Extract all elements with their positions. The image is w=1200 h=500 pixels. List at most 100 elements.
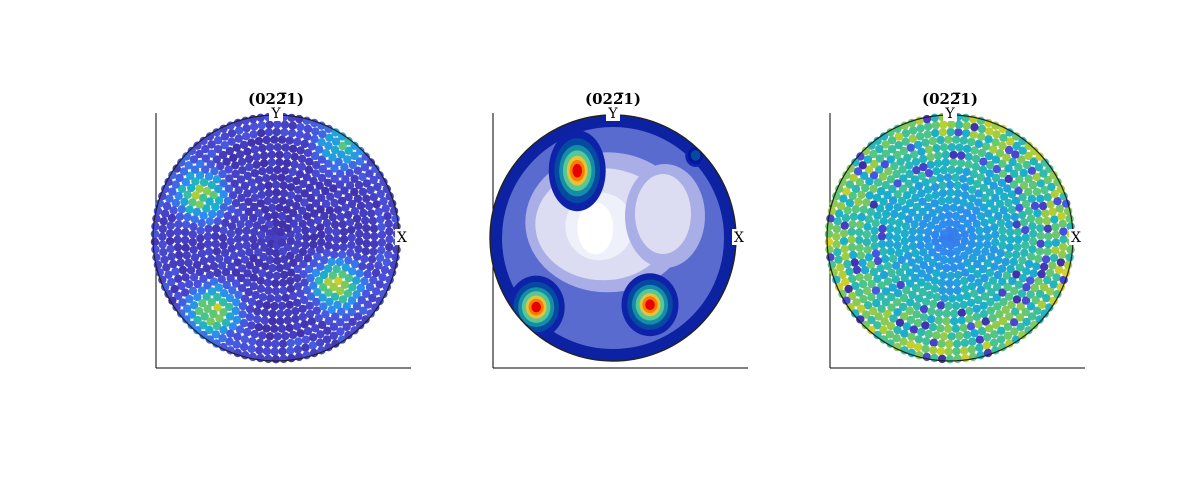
data-point <box>873 274 882 283</box>
data-point <box>332 227 341 237</box>
data-point <box>846 164 855 173</box>
data-point <box>353 194 363 203</box>
data-point <box>919 162 928 172</box>
data-point <box>344 193 353 202</box>
data-point <box>377 246 386 255</box>
data-point <box>219 203 228 212</box>
data-point <box>249 235 258 244</box>
data-point <box>893 342 902 352</box>
data-point <box>833 217 842 226</box>
data-point <box>979 309 989 319</box>
data-point <box>207 298 216 307</box>
data-point <box>376 189 385 199</box>
data-point <box>207 287 217 296</box>
data-point <box>961 354 970 363</box>
data-point <box>347 296 357 305</box>
data-point <box>336 212 345 222</box>
data-point <box>197 249 207 258</box>
data-point <box>166 244 175 254</box>
data-point <box>347 233 356 242</box>
data-point <box>883 277 893 286</box>
data-point <box>337 307 346 316</box>
data-point <box>242 226 251 236</box>
data-point <box>1002 213 1012 222</box>
data-point <box>913 318 923 328</box>
data-point <box>976 173 986 182</box>
data-point <box>877 232 887 241</box>
data-point <box>849 173 858 183</box>
data-point <box>891 261 901 270</box>
data-point <box>241 132 251 141</box>
data-point <box>165 194 174 203</box>
data-point <box>998 233 1008 243</box>
data-point <box>863 273 873 282</box>
data-point <box>367 209 376 218</box>
data-point <box>172 164 181 173</box>
data-point <box>273 294 283 303</box>
data-point <box>1001 305 1010 314</box>
data-point <box>219 241 228 250</box>
data-point <box>238 202 248 212</box>
data-point <box>310 151 320 161</box>
data-point <box>290 246 300 255</box>
data-point <box>991 238 1000 247</box>
data-point <box>263 278 273 287</box>
data-point <box>342 313 351 322</box>
data-point <box>185 205 194 214</box>
data-point <box>874 312 883 321</box>
data-point <box>273 165 282 175</box>
data-point <box>258 144 267 153</box>
data-point <box>1007 190 1017 199</box>
data-point <box>296 122 305 132</box>
data-point <box>1014 163 1023 172</box>
data-point <box>952 196 961 205</box>
data-point <box>317 138 326 147</box>
data-point <box>282 205 291 214</box>
data-point <box>234 290 243 300</box>
data-point <box>923 235 932 244</box>
data-point <box>272 248 281 258</box>
data-point <box>842 296 851 305</box>
data-point <box>306 218 315 227</box>
data-point <box>199 211 208 220</box>
data-point <box>218 150 228 160</box>
data-point <box>228 191 238 200</box>
data-point <box>936 324 945 333</box>
data-point <box>307 317 316 326</box>
data-point <box>987 216 996 225</box>
data-point <box>198 299 207 308</box>
data-point <box>1058 250 1067 259</box>
data-point <box>286 346 295 355</box>
data-point <box>307 142 317 151</box>
data-point <box>251 290 260 300</box>
data-point <box>931 121 940 130</box>
data-point <box>869 267 879 277</box>
data-point <box>203 232 213 241</box>
data-point <box>376 215 385 224</box>
y-axis-label: Y <box>607 106 618 122</box>
data-point <box>313 216 322 225</box>
data-point <box>862 230 871 239</box>
data-point <box>826 214 835 223</box>
data-point <box>197 219 206 228</box>
data-point <box>851 281 860 291</box>
data-point <box>998 277 1007 286</box>
data-point <box>968 213 977 222</box>
data-point <box>273 256 282 265</box>
data-point <box>842 187 851 196</box>
data-point <box>225 293 235 303</box>
data-point <box>880 317 889 326</box>
data-point <box>978 264 988 274</box>
data-point <box>1015 203 1024 212</box>
data-point <box>254 136 264 146</box>
data-point <box>287 129 297 138</box>
data-point <box>982 341 991 350</box>
data-point <box>363 300 373 309</box>
data-point <box>164 289 173 299</box>
data-point <box>236 150 245 159</box>
y-label-box <box>606 105 620 121</box>
data-point <box>382 282 391 292</box>
data-point <box>299 179 308 189</box>
data-point <box>352 214 362 223</box>
data-point <box>196 234 205 243</box>
